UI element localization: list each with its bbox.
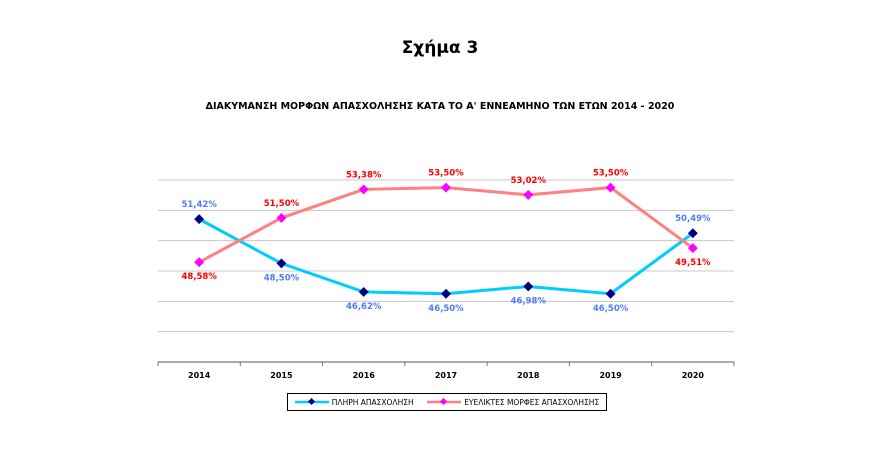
- x-tick-label: 2017: [435, 371, 457, 380]
- x-tick-label: 2020: [682, 371, 705, 380]
- data-label: 49,51%: [675, 258, 711, 268]
- data-label: 51,50%: [264, 199, 300, 209]
- data-point: [358, 184, 369, 195]
- data-point: [605, 182, 616, 193]
- legend: ΠΛΗΡΗ ΑΠΑΣΧΟΛΗΣΗ ΕΥΕΛΙΚΤΕΣ ΜΟΡΦΕΣ ΑΠΑΣΧΟ…: [287, 393, 607, 411]
- data-point: [605, 288, 616, 299]
- x-tick-label: 2014: [188, 371, 211, 380]
- legend-label: ΕΥΕΛΙΚΤΕΣ ΜΟΡΦΕΣ ΑΠΑΣΧΟΛΗΣΗΣ: [464, 397, 600, 407]
- figure-label: Σχήμα 3: [401, 38, 479, 58]
- data-point: [687, 243, 698, 254]
- data-label: 53,38%: [346, 170, 382, 180]
- data-point: [441, 288, 451, 299]
- data-point: [523, 189, 534, 200]
- x-tick-label: 2019: [599, 371, 622, 380]
- data-label: 46,98%: [511, 296, 547, 306]
- legend-label: ΠΛΗΡΗ ΑΠΑΣΧΟΛΗΣΗ: [331, 397, 414, 407]
- data-label: 48,50%: [264, 273, 300, 283]
- legend-item: ΕΥΕΛΙΚΤΕΣ ΜΟΡΦΕΣ ΑΠΑΣΧΟΛΗΣΗΣ: [427, 398, 599, 407]
- data-point: [276, 258, 287, 269]
- data-label: 46,50%: [593, 304, 629, 314]
- data-label: 53,50%: [593, 169, 629, 179]
- data-label: 46,50%: [428, 304, 464, 314]
- data-point: [194, 214, 205, 225]
- data-label: 50,49%: [675, 214, 711, 224]
- data-point: [441, 182, 451, 193]
- x-tick-label: 2015: [270, 371, 293, 380]
- data-label: 53,02%: [511, 176, 547, 186]
- x-tick-label: 2018: [517, 371, 540, 380]
- data-point: [687, 228, 698, 239]
- data-point: [523, 281, 534, 292]
- data-label: 46,62%: [346, 302, 382, 312]
- data-label: 51,42%: [181, 200, 217, 210]
- legend-item: ΠΛΗΡΗ ΑΠΑΣΧΟΛΗΣΗ: [294, 397, 414, 407]
- data-label: 48,58%: [181, 272, 217, 282]
- data-point: [194, 257, 205, 268]
- data-point: [358, 286, 369, 297]
- x-tick-label: 2016: [353, 371, 376, 380]
- data-label: 53,50%: [428, 169, 464, 179]
- data-point: [276, 212, 287, 223]
- chart-title: ΔΙΑΚΥΜΑΝΣΗ ΜΟΡΦΩΝ ΑΠΑΣΧΟΛΗΣΗΣ ΚΑΤΑ ΤΟ Α'…: [205, 101, 675, 112]
